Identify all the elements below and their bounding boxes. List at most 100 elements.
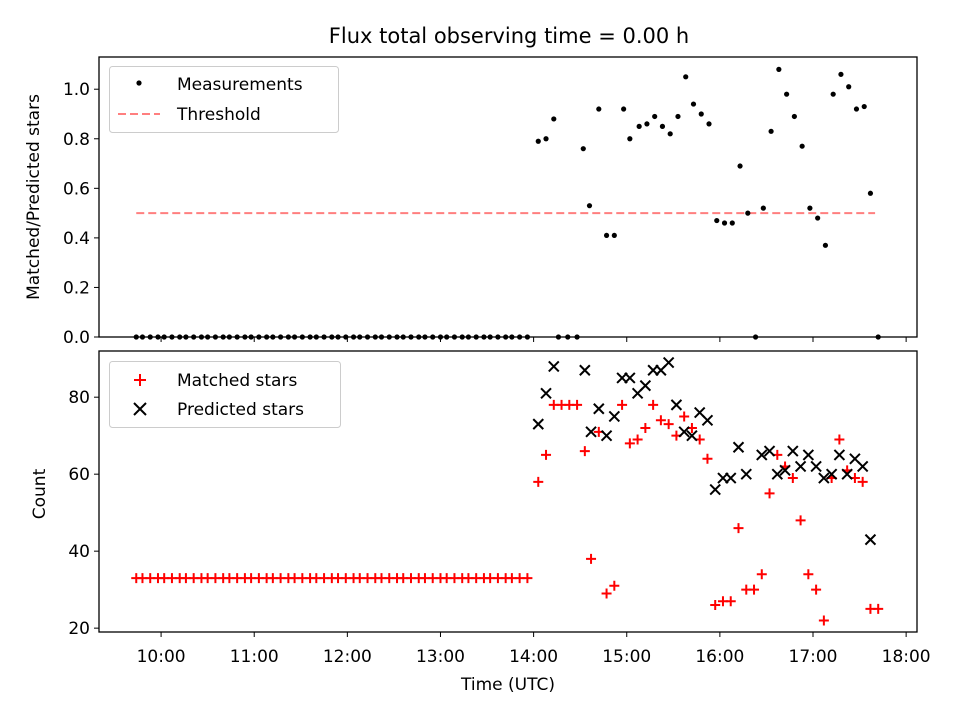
- bottom-axes: 20 40 60 80 10:00 11:00 12:00 13:00 14:00 15:00 16…: [68, 388, 930, 667]
- matched-star-point: [679, 411, 690, 422]
- predicted-star-point: [600, 429, 613, 442]
- measurement-point: [737, 163, 743, 169]
- measurement-point: [784, 91, 790, 97]
- measurement-point: [580, 146, 586, 152]
- matched-star-point: [803, 569, 814, 580]
- legend-matched-label: Matched stars: [177, 371, 297, 391]
- x-tick-label: 15:00: [602, 647, 651, 667]
- predicted-star-point: [825, 468, 838, 480]
- x-tick-label: 13:00: [416, 647, 465, 667]
- measurement-point: [644, 121, 650, 127]
- legend-predicted-marker: [133, 402, 147, 416]
- measurement-point: [611, 232, 617, 239]
- measurement-point: [799, 143, 805, 149]
- bottom-y-tick-label: 40: [68, 542, 90, 562]
- chart-title: Flux total observing time = 0.00 h: [329, 24, 689, 48]
- top-y-tick-label: 0.6: [63, 179, 90, 199]
- predicted-star-point: [841, 468, 853, 480]
- matched-star-point: [857, 476, 868, 487]
- matched-star-point: [749, 584, 760, 595]
- legend-measurements-label: Measurements: [177, 75, 303, 95]
- predicted-star-point: [579, 364, 591, 376]
- matched-star-point: [533, 476, 544, 487]
- top-y-tick-label: 1.0: [63, 80, 90, 100]
- predicted-star-point: [725, 472, 737, 484]
- legend-measurements-marker: [136, 80, 142, 86]
- predicted-star-point: [593, 403, 605, 415]
- measurement-point: [867, 190, 874, 196]
- matched-star-point: [733, 523, 744, 534]
- measurement-point: [667, 131, 673, 137]
- measurement-point: [853, 106, 860, 112]
- matched-star-point: [725, 596, 736, 607]
- top-axes-frame: [98, 56, 918, 338]
- top-plot-marks: [133, 66, 881, 340]
- matched-star-point: [609, 580, 620, 591]
- predicted-star-point: [763, 445, 776, 457]
- x-tick-label: 18:00: [882, 647, 931, 667]
- measurement-point: [586, 203, 593, 209]
- measurement-point: [627, 136, 633, 142]
- measurement-point: [551, 116, 557, 122]
- measurement-point: [861, 103, 867, 110]
- measurement-point: [596, 106, 602, 112]
- matched-star-point: [586, 553, 597, 564]
- measurement-point: [776, 66, 782, 72]
- x-tick-label: 10:00: [137, 647, 186, 667]
- predicted-star-point: [709, 483, 721, 496]
- top-y-tick-label: 0.8: [63, 130, 90, 150]
- measurement-point: [807, 205, 813, 211]
- bottom-y-axis-label: Count: [30, 468, 50, 519]
- predicted-star-point: [864, 533, 877, 546]
- measurement-point: [846, 84, 852, 90]
- x-tick-label: 11:00: [230, 647, 279, 667]
- predicted-star-point: [548, 360, 560, 373]
- bottom-y-tick-label: 20: [68, 619, 90, 639]
- predicted-star-point: [662, 356, 675, 369]
- predicted-star-point: [802, 449, 815, 461]
- measurement-point: [822, 242, 829, 248]
- measurement-point: [729, 220, 735, 226]
- matched-star-point: [663, 419, 674, 430]
- top-y-tick-label: 0.2: [63, 278, 90, 298]
- predicted-star-point: [608, 410, 621, 423]
- top-y-tick-label: 0.4: [63, 229, 90, 249]
- legend-matched-marker: [134, 374, 146, 386]
- measurement-point: [603, 232, 610, 239]
- top-legend-box: [109, 66, 339, 133]
- matched-star-point: [572, 399, 583, 410]
- measurement-point: [838, 71, 844, 77]
- measurement-point: [706, 121, 712, 127]
- bottom-panel: 20 40 60 80 10:00 11:00 12:00 13:00 14:00 15:00 16…: [30, 350, 931, 695]
- matched-star-point: [756, 569, 767, 580]
- matched-star-point: [655, 415, 666, 426]
- bottom-y-tick-label: 60: [68, 465, 90, 485]
- bottom-y-tick-label: 80: [68, 388, 90, 408]
- matched-star-point: [710, 600, 721, 611]
- matched-star-point: [795, 515, 806, 526]
- top-legend: Measurements Threshold: [109, 66, 339, 133]
- measurement-point: [714, 217, 720, 224]
- predicted-star-point: [540, 387, 552, 400]
- matched-star-point: [873, 603, 884, 614]
- matched-star-point: [522, 573, 533, 584]
- predicted-star-point: [771, 468, 784, 480]
- measurement-point: [652, 113, 658, 120]
- legend-threshold-label: Threshold: [176, 105, 261, 125]
- predicted-star-point: [701, 414, 714, 426]
- predicted-star-point: [794, 460, 807, 473]
- matched-star-point: [834, 434, 845, 445]
- x-tick-label: 12:00: [323, 647, 372, 667]
- predicted-star-point: [670, 399, 683, 411]
- matched-star-point: [702, 453, 713, 464]
- matched-star-point: [632, 434, 643, 445]
- bottom-legend: Matched stars Predicted stars: [109, 361, 341, 428]
- x-tick-label: 16:00: [695, 647, 744, 667]
- measurement-point: [698, 111, 704, 117]
- x-tick-label: 14:00: [509, 647, 558, 667]
- predicted-star-point: [779, 464, 791, 477]
- predicted-star-point: [756, 449, 768, 461]
- predicted-star-point: [639, 379, 652, 392]
- top-y-tick-label: 0.0: [63, 328, 90, 348]
- predicted-star-point: [810, 460, 822, 473]
